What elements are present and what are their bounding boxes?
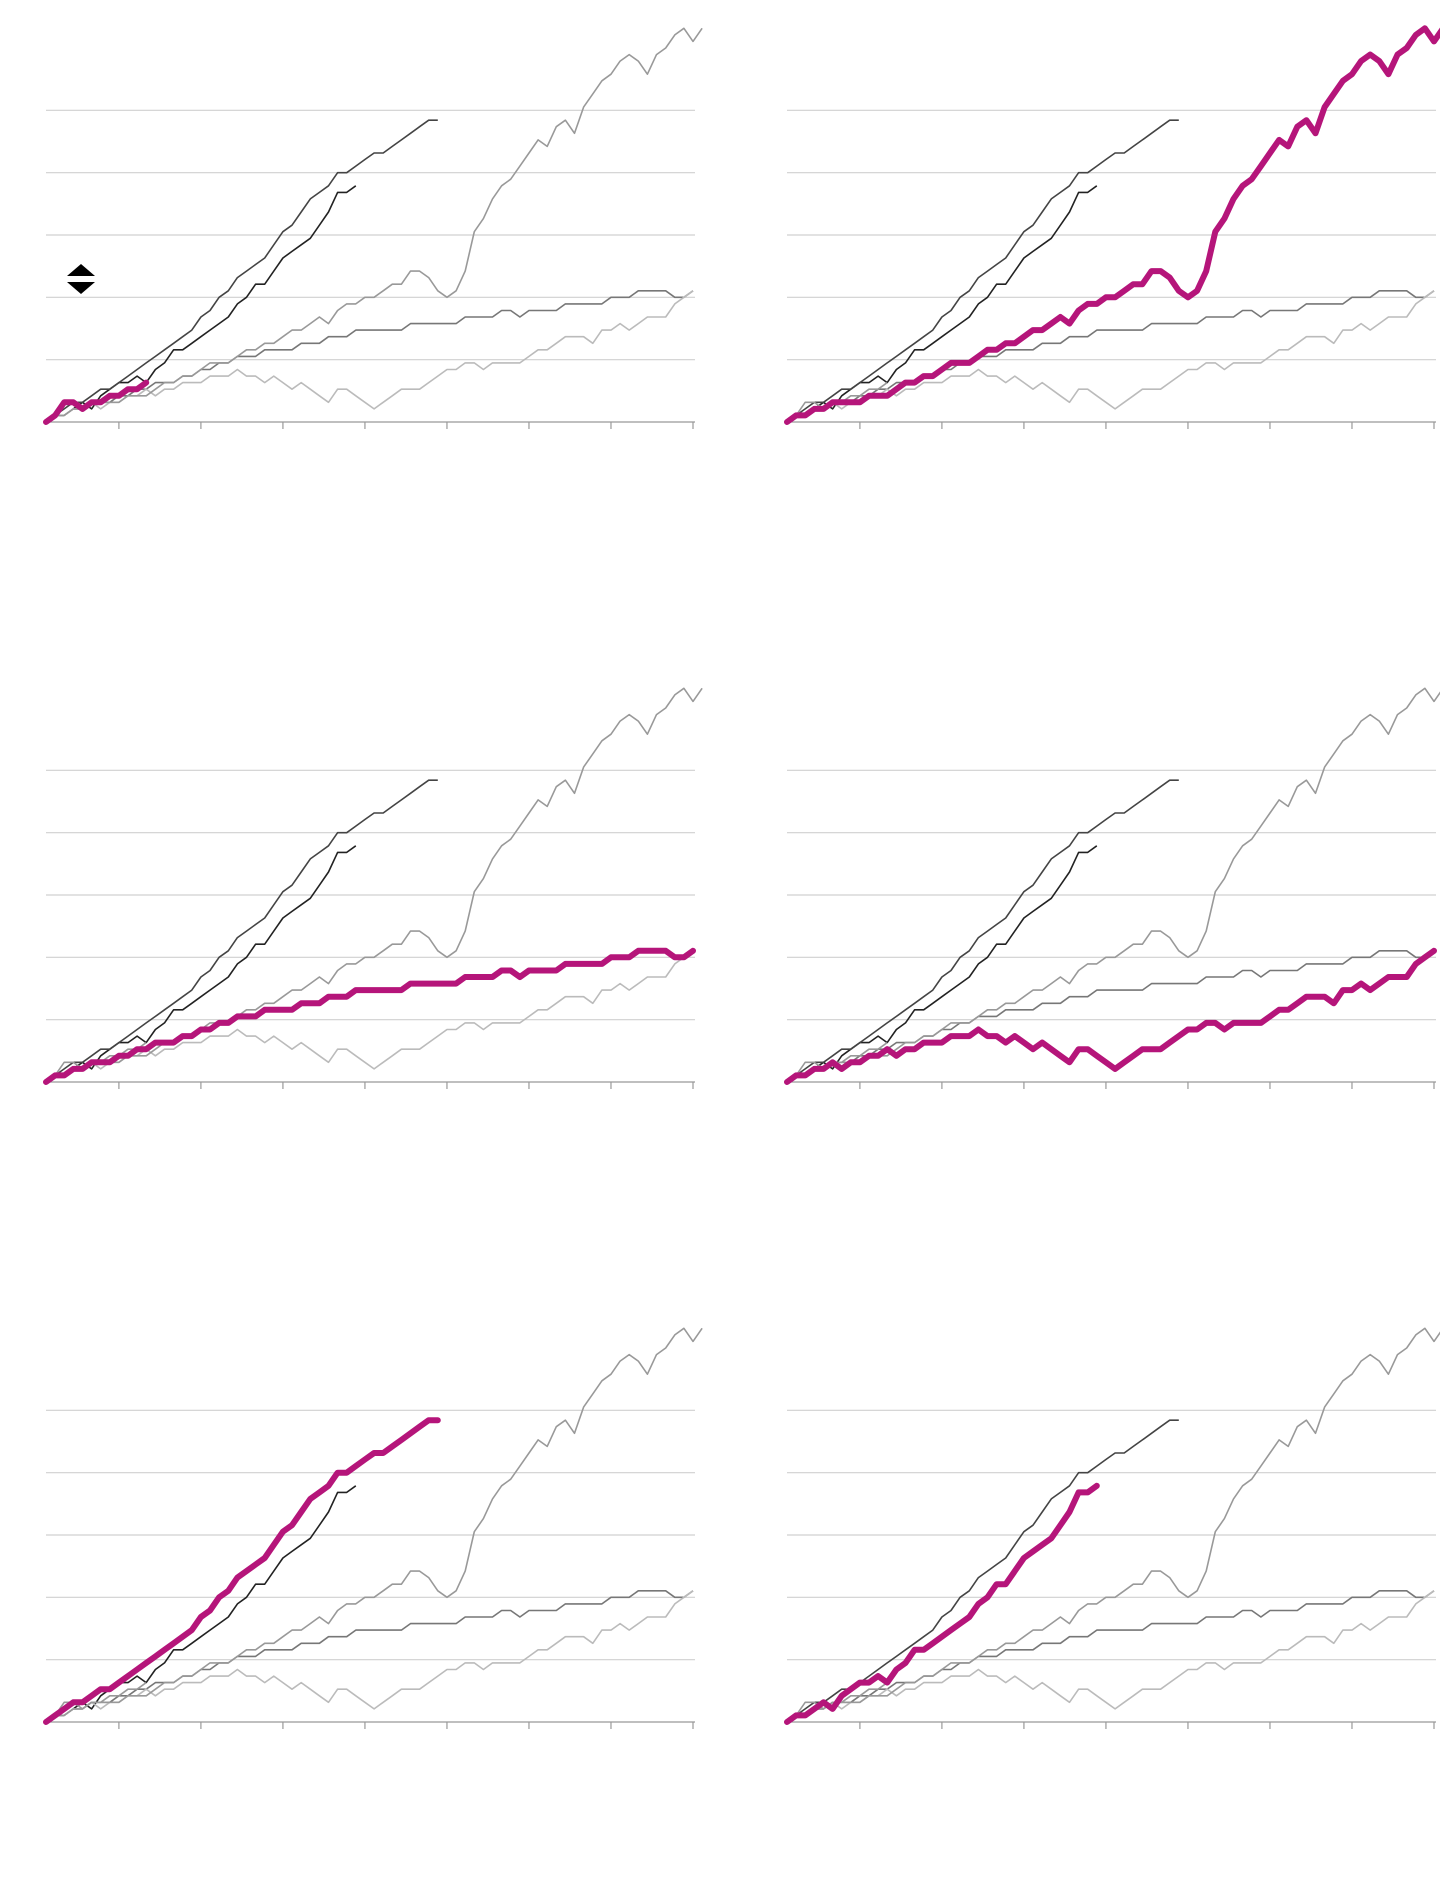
chart-panel-6 (781, 1327, 1440, 1740)
series-line-s2 (786, 1419, 1179, 1723)
highlighted-series-line-s3 (43, 947, 696, 1085)
line-chart (784, 25, 1440, 429)
chart-panel-4 (781, 687, 1440, 1100)
sort-up-down-icon[interactable] (66, 262, 96, 296)
series-line-s2 (786, 119, 1179, 423)
series-line-s1 (786, 845, 1098, 1083)
line-chart (43, 687, 703, 1089)
series-line-s2 (786, 779, 1179, 1083)
line-chart (784, 687, 1440, 1089)
highlighted-series-line-s5 (784, 25, 1440, 425)
chart-panel-2 (781, 25, 1440, 440)
series-line-s4 (786, 1590, 1435, 1723)
line-chart (43, 27, 703, 429)
series-line-s3 (786, 290, 1435, 423)
series-line-s6 (45, 1681, 147, 1723)
line-chart (43, 1327, 703, 1729)
highlighted-series-line-s6 (43, 379, 150, 425)
series-line-s4 (45, 290, 694, 423)
series-line-s3 (786, 1590, 1435, 1723)
series-line-s1 (786, 185, 1098, 423)
chart-panel-5 (40, 1327, 703, 1740)
series-line-s2 (45, 779, 438, 1083)
series-line-s5 (786, 1327, 1440, 1723)
chart-panel-3 (40, 687, 703, 1100)
series-line-s4 (786, 290, 1435, 423)
series-line-s1 (45, 1485, 357, 1723)
series-line-s1 (45, 845, 357, 1083)
series-line-s1 (45, 185, 357, 423)
highlighted-series-line-s4 (784, 947, 1437, 1085)
series-line-s5 (786, 687, 1440, 1083)
chart-panel-1 (40, 27, 703, 440)
series-line-s4 (45, 950, 694, 1083)
series-line-s3 (45, 1590, 694, 1723)
highlighted-series-line-s2 (43, 1417, 441, 1725)
series-line-s5 (45, 1327, 703, 1723)
series-line-s3 (786, 950, 1435, 1083)
highlighted-series-line-s1 (784, 1482, 1100, 1725)
series-line-s5 (45, 687, 703, 1083)
series-line-s4 (45, 1590, 694, 1723)
series-line-s3 (45, 290, 694, 423)
line-chart (784, 1327, 1440, 1729)
series-line-s2 (45, 119, 438, 423)
series-line-s5 (45, 27, 703, 423)
